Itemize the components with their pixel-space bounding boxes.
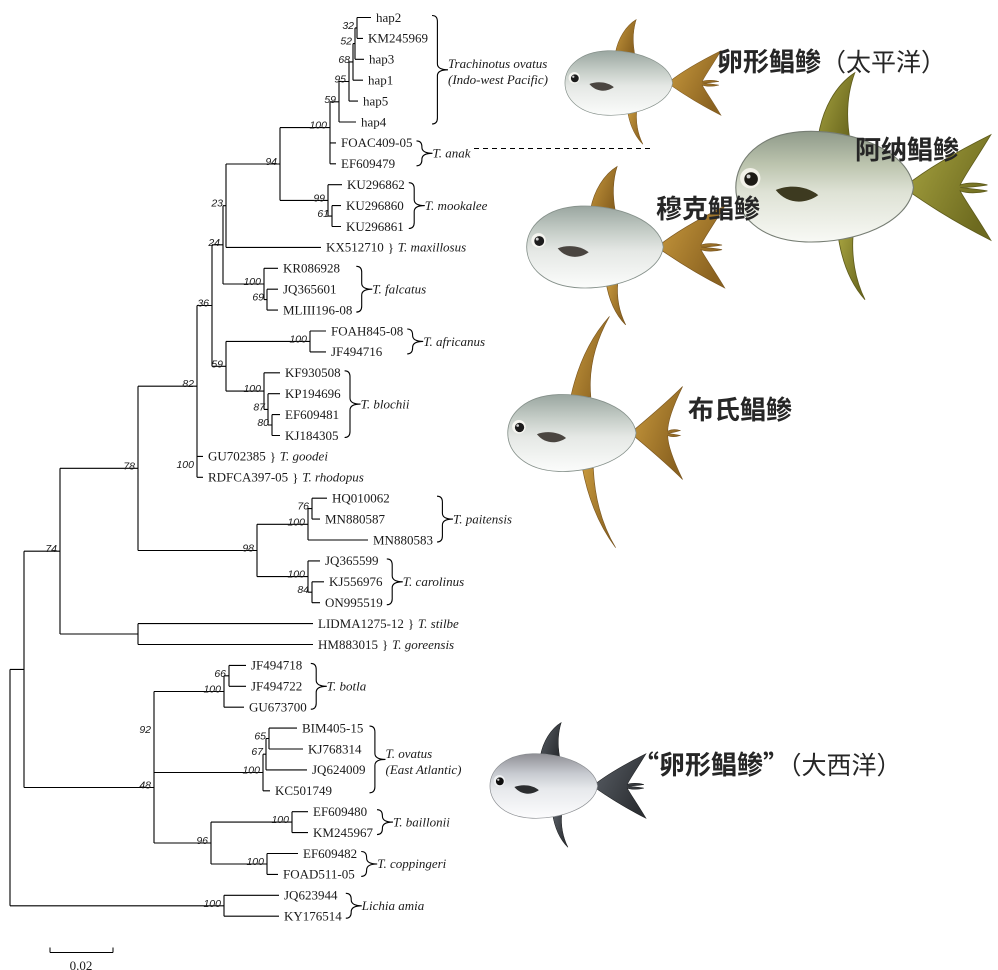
svg-text:卵形鲳鲹（太平洋）: 卵形鲳鲹（太平洋）: [717, 42, 946, 79]
svg-text:“卵形鲳鲹”（大西洋）: “卵形鲳鲹”（大西洋）: [633, 745, 902, 782]
svg-text:穆克鲳鲹: 穆克鲳鲹: [656, 189, 760, 226]
svg-text:阿纳鲳鲹: 阿纳鲳鲹: [855, 130, 959, 167]
svg-text:布氏鲳鲹: 布氏鲳鲹: [688, 390, 792, 427]
